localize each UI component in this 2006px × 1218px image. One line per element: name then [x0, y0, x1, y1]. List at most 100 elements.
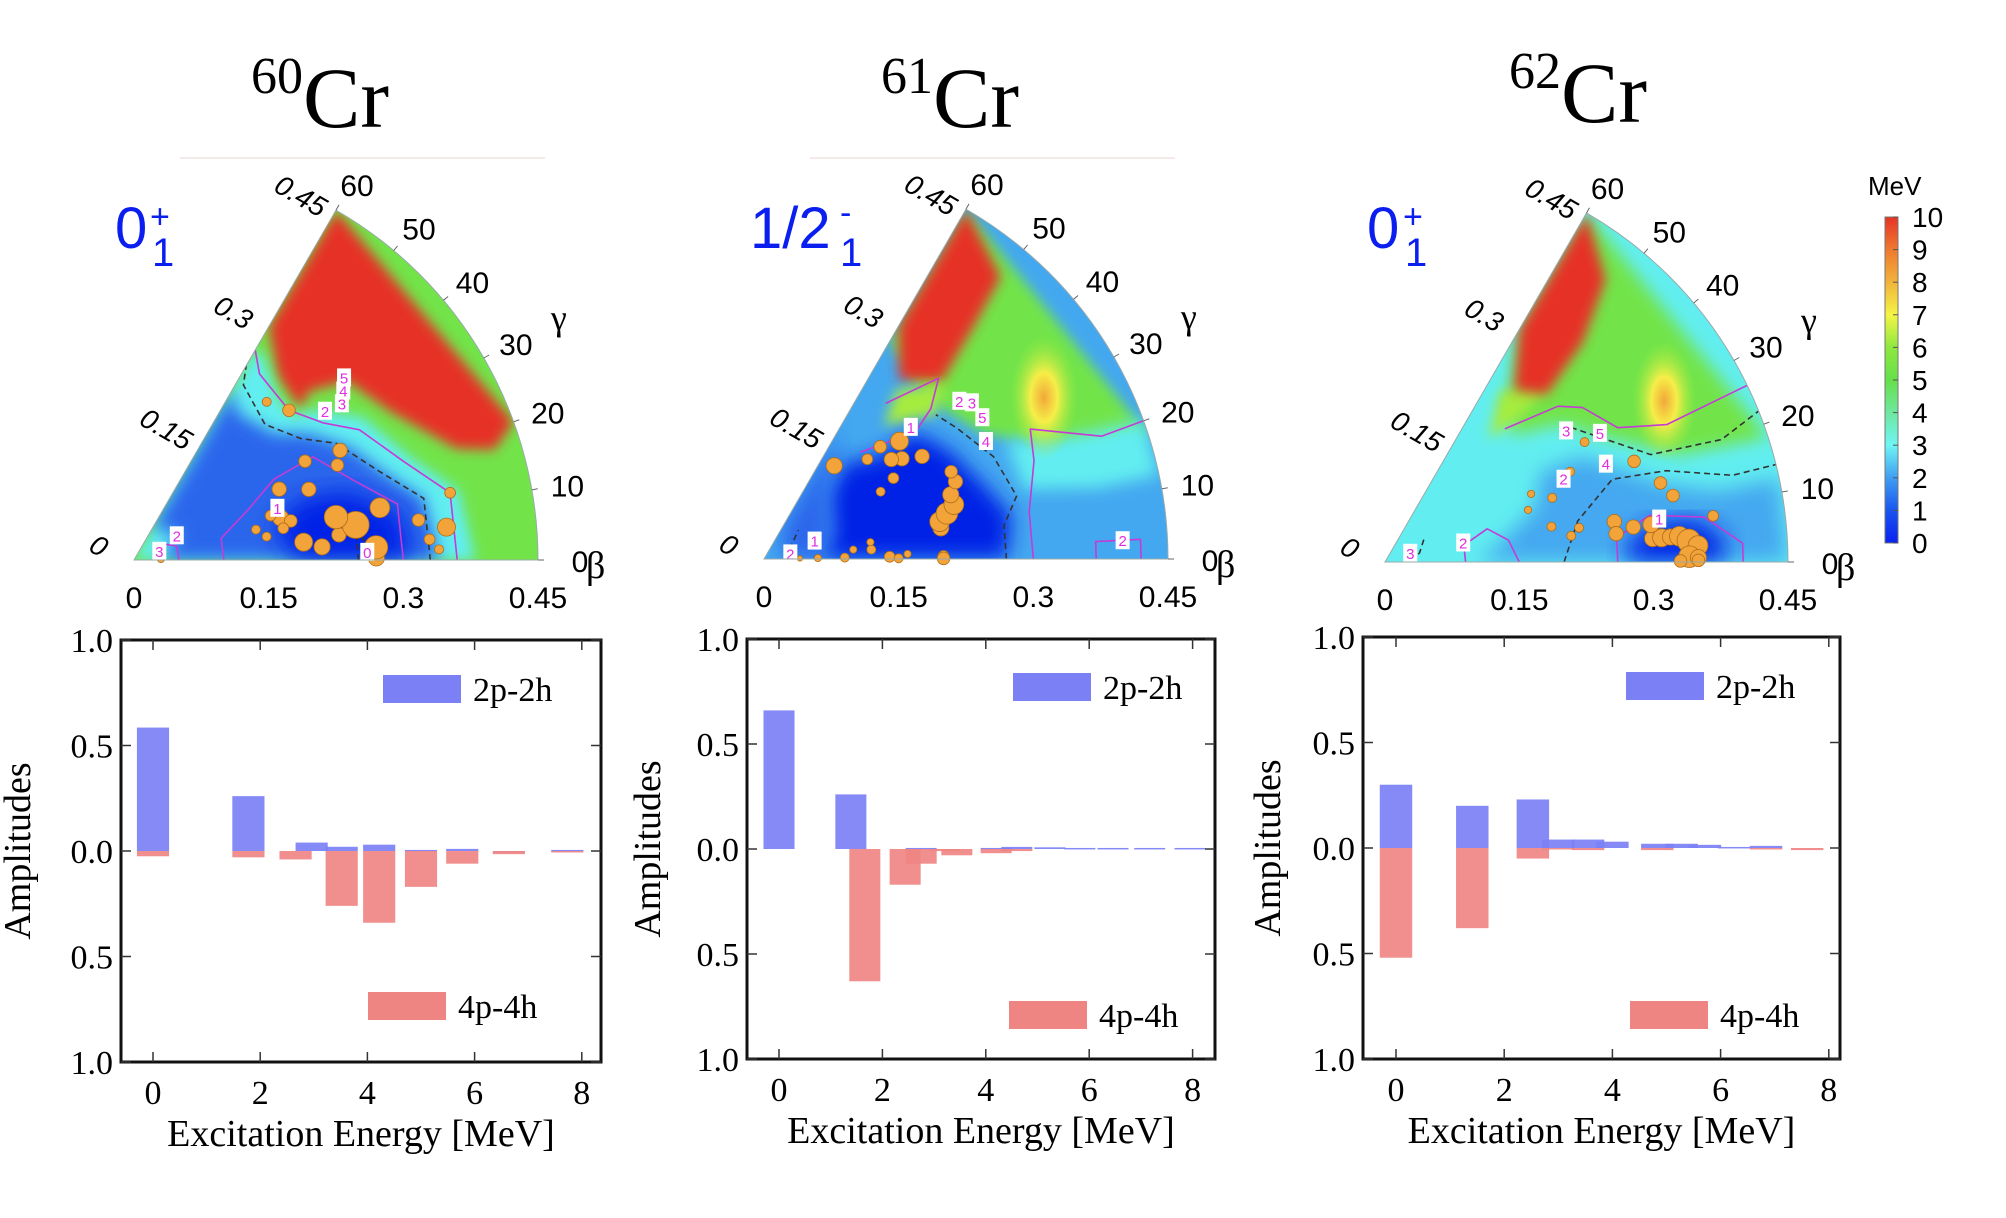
colorbar-tick-label: 9 — [1912, 235, 1928, 266]
contour-label: 2 — [1118, 533, 1126, 550]
gamma-tick-label: 20 — [1161, 397, 1194, 430]
contour-label: 3 — [155, 544, 163, 561]
bar-4p4h — [941, 849, 973, 856]
bar-2p2h — [835, 794, 867, 849]
bar-2p2h — [1097, 847, 1129, 850]
gamma-tick-label: 60 — [1591, 173, 1624, 206]
probability-dot — [434, 544, 444, 555]
gamma-tick — [513, 419, 520, 423]
gamma-tick — [1073, 295, 1079, 300]
pes-energy-region — [268, 210, 514, 450]
beta-tick-label: 0 — [756, 581, 773, 614]
legend-swatch-2p2h — [383, 675, 461, 703]
legend-label-4p4h: 4p-4h — [458, 989, 537, 1026]
mass-number: 61 — [881, 48, 933, 105]
bar-2p2h — [363, 844, 396, 851]
x-tick-label: 2 — [1496, 1072, 1513, 1109]
probability-dot — [444, 487, 456, 499]
bar-2p2h — [980, 847, 1012, 850]
probability-dot — [298, 454, 312, 468]
x-tick-label: 2 — [252, 1075, 269, 1112]
pes-local-maximum — [1632, 340, 1697, 461]
contour-label-box — [1115, 531, 1130, 550]
probability-dot — [1524, 505, 1533, 514]
contour-label-box — [807, 531, 822, 550]
contour-label-box — [978, 431, 993, 450]
contour-label: 2 — [1459, 536, 1467, 553]
contour-label-box — [783, 544, 798, 563]
x-axis-label: Excitation Energy [MeV] — [167, 1113, 555, 1155]
probability-dot — [332, 442, 348, 459]
gamma-tick-label: 40 — [1706, 270, 1739, 303]
pes-energy-region — [1006, 420, 1160, 490]
contour-label-box — [1556, 469, 1571, 488]
gamma-tick — [1781, 490, 1788, 493]
bar-2p2h — [1665, 843, 1698, 848]
beta-radial-tick-label: 0.3 — [839, 288, 889, 335]
contour-label: 3 — [338, 396, 346, 413]
probability-dot — [294, 532, 314, 552]
contour-line — [1504, 384, 1748, 430]
beta-radial-tick-label: 0.45 — [899, 168, 962, 222]
probability-dot — [277, 522, 290, 535]
probability-dot — [813, 554, 822, 563]
bar-4p4h — [325, 851, 358, 906]
state-label: 1/2 — [750, 196, 831, 261]
pes-energy-region — [1488, 385, 1550, 439]
beta-radial-tick-label: 0 — [714, 527, 743, 562]
pes-energy-region — [898, 209, 1001, 382]
bar-2p2h — [1688, 844, 1722, 848]
bar-4p4h — [1641, 848, 1674, 851]
gamma-tick — [1143, 418, 1150, 422]
beta-tick-label: 0.15 — [869, 581, 927, 614]
contour-label: 0 — [363, 545, 371, 562]
contour-label-box — [1598, 454, 1613, 473]
gamma-tick — [483, 354, 490, 359]
pes-fill — [1385, 212, 1788, 562]
bar-4p4h — [1542, 848, 1575, 850]
bar-4p4h — [1001, 849, 1033, 852]
bar-4p4h — [980, 849, 1012, 854]
gamma-tick-label: 0 — [572, 546, 589, 579]
gamma-tick-label: 40 — [456, 267, 489, 300]
probability-dot — [873, 440, 887, 454]
contour-label-box — [337, 368, 352, 387]
contour-label: 2 — [955, 394, 963, 411]
contour-label: 1 — [273, 501, 281, 518]
beta-tick-label: 0.15 — [1490, 584, 1548, 617]
gamma-tick-label: 50 — [1653, 216, 1686, 249]
bar-2p2h — [1571, 839, 1605, 848]
legend-swatch-2p2h — [1013, 673, 1091, 701]
probability-dot — [1627, 454, 1641, 469]
bar-2p2h — [1001, 846, 1033, 849]
beta-radial-tick-label: 0.15 — [1386, 404, 1449, 458]
gamma-tick — [1586, 207, 1590, 214]
contour-label-box — [952, 391, 967, 410]
colorbar-label: MeV — [1868, 171, 1922, 201]
colorbar-tick-label: 10 — [1912, 202, 1943, 233]
bar-4p4h — [1456, 848, 1489, 929]
gamma-axis-label: γ — [1800, 301, 1817, 341]
y-tick-label: 0.0 — [71, 834, 114, 871]
probability-dot — [875, 486, 886, 497]
legend-label-4p4h: 4p-4h — [1099, 998, 1178, 1035]
legend-label-4p4h: 4p-4h — [1720, 998, 1799, 1035]
x-tick-label: 8 — [1820, 1072, 1837, 1109]
beta-radial-tick-label: 0.45 — [269, 169, 332, 223]
contour-line — [1615, 514, 1744, 562]
gamma-tick — [1733, 357, 1740, 361]
y-tick-label: 1.0 — [1313, 620, 1356, 657]
legend-label-2p2h: 2p-2h — [1103, 670, 1182, 707]
probability-dot — [866, 538, 875, 547]
contour-label-box — [1456, 533, 1471, 552]
y-tick-label: 0.5 — [697, 727, 740, 764]
bar-4p4h — [551, 851, 584, 853]
beta-tick-label: 0.3 — [1633, 584, 1675, 617]
contour-line — [1028, 420, 1144, 559]
bar-2p2h — [136, 727, 170, 851]
contour-label-box — [152, 541, 167, 560]
pes-outline — [133, 209, 539, 561]
